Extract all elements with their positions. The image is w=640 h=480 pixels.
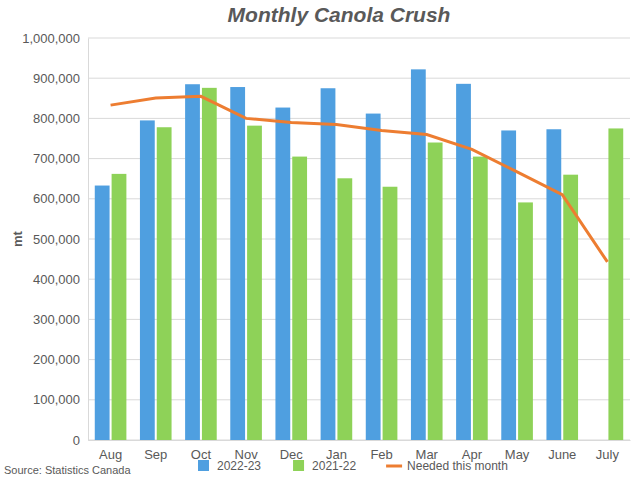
x-tick: Feb — [370, 440, 392, 462]
legend: 2022-23 2021-22 Needed this month — [198, 459, 508, 473]
bar — [157, 127, 172, 440]
y-tick-label: 500,000 — [33, 232, 80, 247]
bar — [202, 88, 217, 440]
x-tick-label: June — [548, 447, 576, 462]
line — [111, 96, 608, 262]
bar-series — [112, 88, 624, 440]
bar — [518, 202, 533, 440]
y-tick-label: 300,000 — [33, 312, 80, 327]
legend-label: Needed this month — [407, 459, 508, 473]
y-tick: 300,000 — [33, 312, 88, 327]
bar — [95, 186, 110, 440]
bar — [546, 129, 561, 440]
y-tick-label: 600,000 — [33, 191, 80, 206]
marks — [95, 69, 623, 440]
legend-symbol — [293, 460, 304, 471]
x-tick-label: Aug — [99, 447, 122, 462]
bar — [292, 157, 307, 440]
x-tick: June — [548, 440, 576, 462]
chart-svg: Monthly Canola Crush 0 100,000 200,000 300,0… — [0, 0, 640, 480]
x-tick: Dec — [280, 440, 304, 462]
y-tick: 0 — [73, 433, 88, 448]
legend-label: 2022-23 — [217, 459, 261, 473]
y-tick-label: 100,000 — [33, 392, 80, 407]
bar — [247, 126, 262, 440]
y-tick: 700,000 — [33, 151, 88, 166]
y-tick-label: 0 — [73, 433, 80, 448]
bar — [185, 84, 200, 440]
y-tick-label: 900,000 — [33, 71, 80, 86]
legend-label: 2021-22 — [312, 459, 356, 473]
x-tick: Sep — [144, 440, 167, 462]
x-tick-label: Dec — [280, 447, 304, 462]
bar — [383, 187, 398, 440]
chart-title: Monthly Canola Crush — [228, 3, 451, 26]
legend-item: 2021-22 — [293, 459, 356, 473]
legend-item: 2022-23 — [198, 459, 261, 473]
grid-line — [88, 78, 630, 79]
y-axis: 0 100,000 200,000 300,000 400,000 500,000 600,… — [22, 31, 88, 448]
x-tick: Oct — [191, 440, 212, 462]
y-tick-label: 400,000 — [33, 272, 80, 287]
y-tick: 200,000 — [33, 352, 88, 367]
bar — [321, 88, 336, 440]
bar — [275, 108, 290, 440]
y-tick: 900,000 — [33, 71, 88, 86]
y-tick: 1,000,000 — [22, 31, 88, 46]
bar — [140, 120, 155, 440]
y-tick-label: 800,000 — [33, 111, 80, 126]
bar — [456, 84, 471, 440]
grid-line — [88, 38, 630, 39]
grid — [88, 38, 630, 440]
y-tick: 800,000 — [33, 111, 88, 126]
legend-item: Needed this month — [386, 459, 508, 473]
chart-container: Monthly Canola Crush 0 100,000 200,000 300,0… — [0, 0, 640, 480]
bar — [501, 130, 516, 440]
x-tick-label: Oct — [191, 447, 212, 462]
y-tick-label: 200,000 — [33, 352, 80, 367]
x-axis-line — [89, 440, 631, 441]
x-tick-label: July — [596, 447, 620, 462]
y-tick: 400,000 — [33, 272, 88, 287]
x-tick: July — [596, 440, 620, 462]
plot-area: 0 100,000 200,000 300,000 400,000 500,000 600,… — [22, 31, 630, 463]
bar — [428, 143, 443, 440]
bar — [112, 174, 127, 440]
y-axis-title: mt — [10, 230, 25, 247]
bar — [366, 114, 381, 440]
x-axis: AugSepOctNovDecJanFebMarAprMayJuneJuly — [89, 440, 631, 462]
x-tick-label: Sep — [144, 447, 167, 462]
y-tick-label: 1,000,000 — [22, 31, 80, 46]
x-tick-label: May — [505, 447, 530, 462]
source-note: Source: Statistics Canada — [4, 464, 131, 476]
x-tick: May — [505, 440, 530, 462]
y-tick-label: 700,000 — [33, 151, 80, 166]
bar — [337, 178, 352, 440]
legend-symbol — [198, 460, 209, 471]
bar — [411, 69, 426, 440]
bar — [473, 157, 488, 440]
bar — [230, 87, 245, 440]
x-tick: Aug — [99, 440, 122, 462]
legend-symbol — [386, 465, 402, 468]
y-axis-line — [88, 39, 89, 441]
grid-line — [88, 118, 630, 119]
y-tick: 500,000 — [33, 232, 88, 247]
x-tick-label: Feb — [370, 447, 392, 462]
bar — [608, 128, 623, 440]
y-tick: 600,000 — [33, 191, 88, 206]
y-tick: 100,000 — [33, 392, 88, 407]
